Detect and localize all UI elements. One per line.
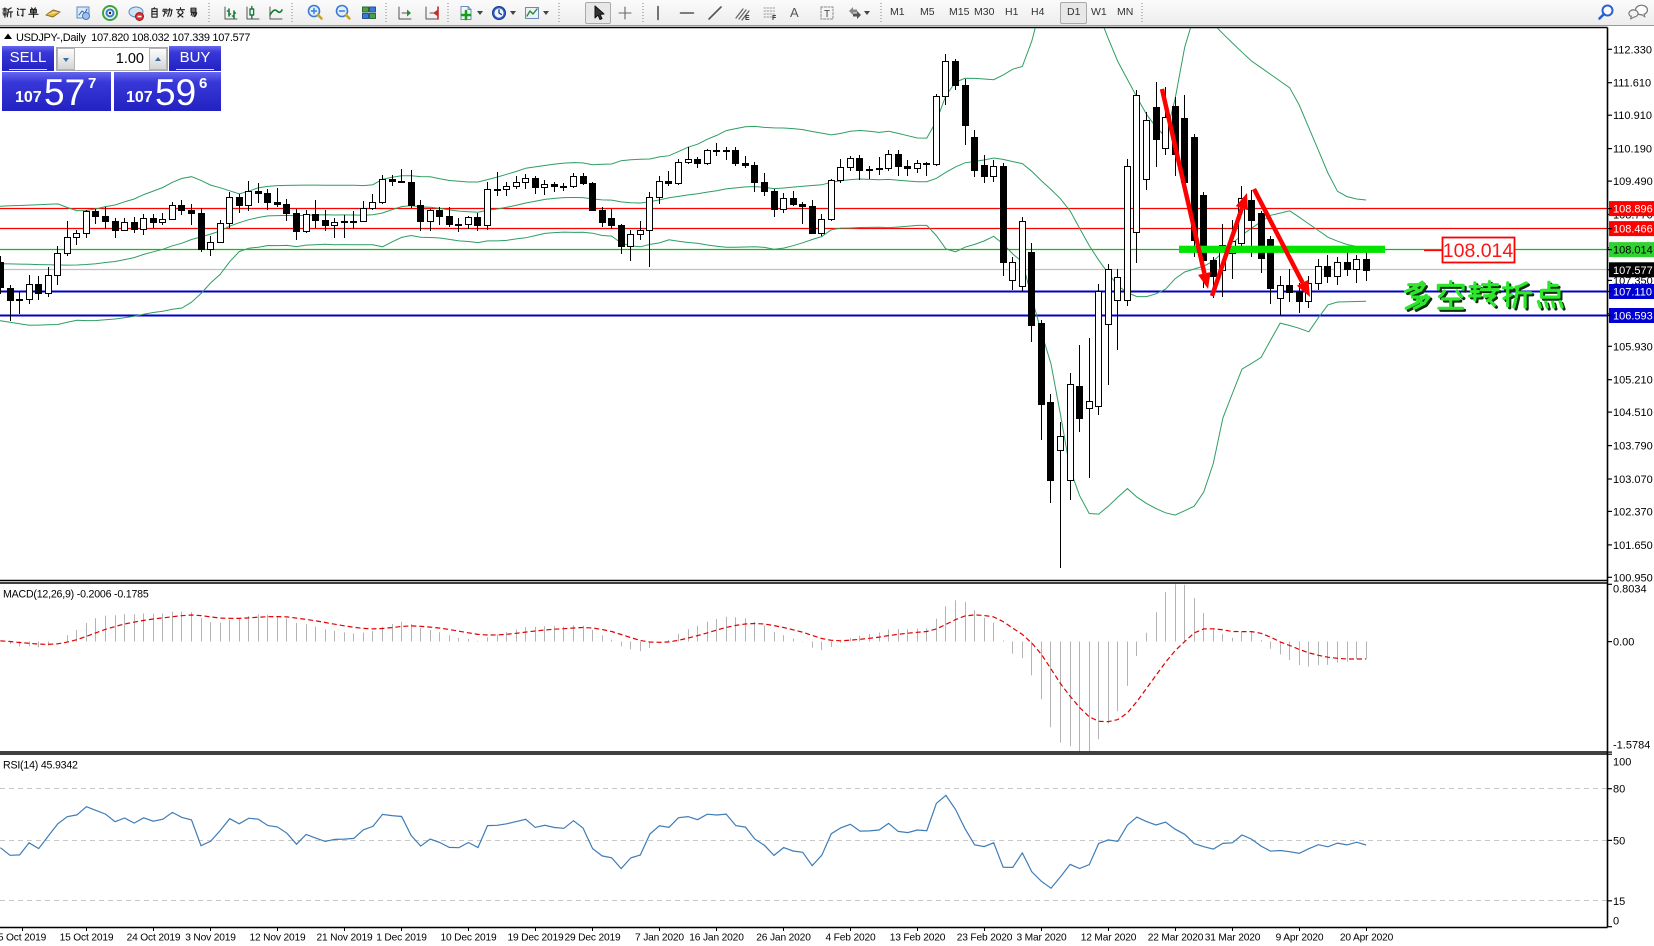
svg-text:24 Oct 2019: 24 Oct 2019 [127, 933, 181, 944]
svg-text:100: 100 [1613, 757, 1631, 769]
svg-text:E: E [745, 15, 750, 22]
svg-text:USDJPY-,Daily 107.820 108.032: USDJPY-,Daily 107.820 108.032 107.339 10… [16, 32, 250, 44]
svg-text:107.577: 107.577 [1613, 265, 1653, 277]
svg-text:23 Feb 2020: 23 Feb 2020 [957, 933, 1013, 944]
svg-text:108.896: 108.896 [1613, 204, 1653, 216]
svg-text:26 Jan 2020: 26 Jan 2020 [756, 933, 811, 944]
svg-text:109.490: 109.490 [1613, 176, 1653, 188]
svg-text:105.930: 105.930 [1613, 341, 1653, 353]
svg-text:29 Dec 2019: 29 Dec 2019 [564, 933, 621, 944]
svg-text:110.190: 110.190 [1613, 144, 1652, 156]
svg-text:-1.5784: -1.5784 [1613, 740, 1650, 752]
svg-text:RSI(14) 45.9342: RSI(14) 45.9342 [3, 760, 78, 772]
svg-text:15: 15 [1613, 896, 1625, 908]
svg-text:108.014: 108.014 [1443, 240, 1514, 262]
svg-text:50: 50 [1613, 835, 1625, 847]
svg-text:4 Feb 2020: 4 Feb 2020 [825, 933, 876, 944]
svg-text:MACD(12,26,9) -0.2006 -0.1785: MACD(12,26,9) -0.2006 -0.1785 [3, 589, 149, 601]
svg-text:12 Nov 2019: 12 Nov 2019 [249, 933, 306, 944]
svg-text:20 Apr 2020: 20 Apr 2020 [1340, 933, 1394, 944]
svg-text:13 Feb 2020: 13 Feb 2020 [890, 933, 946, 944]
svg-text:108.014: 108.014 [1613, 245, 1653, 257]
svg-text:3 Mar 2020: 3 Mar 2020 [1016, 933, 1067, 944]
svg-text:21 Nov 2019: 21 Nov 2019 [316, 933, 373, 944]
svg-text:12 Mar 2020: 12 Mar 2020 [1081, 933, 1137, 944]
svg-text:100.950: 100.950 [1613, 572, 1653, 584]
svg-text:T: T [824, 9, 830, 20]
svg-text:104.510: 104.510 [1613, 407, 1653, 419]
svg-text:110.910: 110.910 [1613, 110, 1652, 122]
svg-text:31 Mar 2020: 31 Mar 2020 [1205, 933, 1261, 944]
svg-text:16 Jan 2020: 16 Jan 2020 [689, 933, 744, 944]
svg-text:F: F [772, 15, 777, 22]
svg-text:19 Dec 2019: 19 Dec 2019 [507, 933, 564, 944]
svg-text:10 Dec 2019: 10 Dec 2019 [440, 933, 497, 944]
svg-text:80: 80 [1613, 784, 1625, 796]
svg-text:106.593: 106.593 [1613, 311, 1653, 323]
svg-text:22 Mar 2020: 22 Mar 2020 [1148, 933, 1204, 944]
svg-text:108.466: 108.466 [1613, 224, 1653, 236]
svg-text:9 Apr 2020: 9 Apr 2020 [1276, 933, 1324, 944]
svg-text:15 Oct 2019: 15 Oct 2019 [60, 933, 114, 944]
svg-text:103.790: 103.790 [1613, 441, 1653, 453]
svg-text:7 Jan 2020: 7 Jan 2020 [635, 933, 684, 944]
svg-text:111.610: 111.610 [1613, 78, 1651, 90]
svg-text:5 Oct 2019: 5 Oct 2019 [0, 933, 47, 944]
svg-text:1 Dec 2019: 1 Dec 2019 [376, 933, 427, 944]
svg-text:0.8034: 0.8034 [1613, 584, 1647, 596]
svg-text:102.370: 102.370 [1613, 506, 1653, 518]
svg-text:103.070: 103.070 [1613, 474, 1653, 486]
svg-text:101.650: 101.650 [1613, 540, 1653, 552]
svg-text:107.110: 107.110 [1613, 287, 1652, 299]
svg-text:0: 0 [1613, 916, 1619, 928]
svg-text:112.330: 112.330 [1613, 44, 1652, 56]
svg-text:0.00: 0.00 [1613, 637, 1634, 649]
svg-text:3 Nov 2019: 3 Nov 2019 [185, 933, 236, 944]
svg-text:105.210: 105.210 [1613, 375, 1653, 387]
